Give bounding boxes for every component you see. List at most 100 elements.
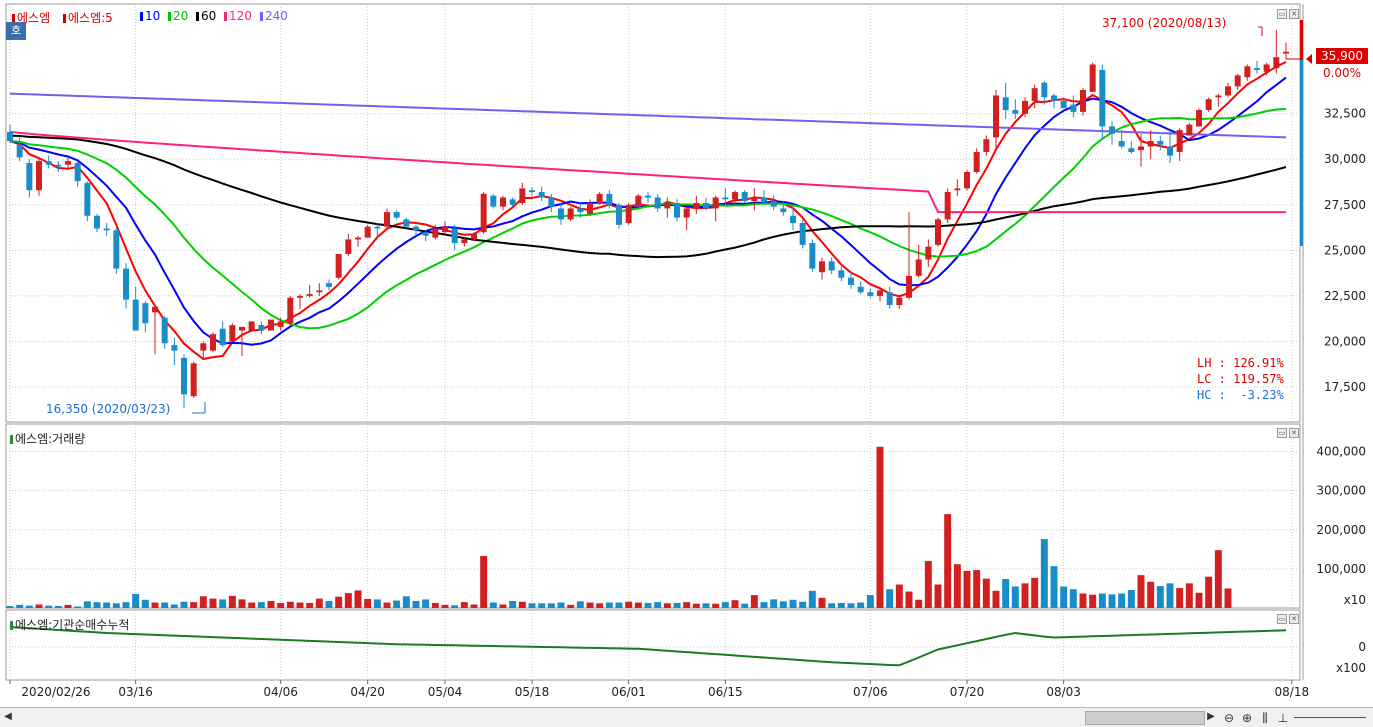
price-panel-close-button[interactable]: ✕ (1289, 9, 1299, 19)
volume-bar (170, 604, 178, 608)
price-tick-label: 22,500 (1324, 289, 1366, 303)
volume-bar (915, 599, 923, 608)
candle-body (480, 193, 487, 233)
candle-body (809, 243, 816, 269)
volume-bar (1011, 586, 1019, 608)
volume-bar (480, 555, 488, 608)
candle-body (625, 204, 632, 224)
candle-body (790, 215, 796, 224)
candle-body (819, 261, 825, 273)
legend-swatch (224, 12, 227, 21)
volume-bar (1060, 586, 1068, 608)
volume-tick-label: 100,000 (1316, 562, 1366, 576)
legend-item[interactable]: 120 (224, 9, 252, 23)
candle-body (1263, 64, 1270, 72)
volume-bar (1108, 594, 1116, 608)
x-tick-label: 04/06 (263, 685, 298, 699)
candle-body (1002, 97, 1009, 111)
candle-body (1273, 57, 1280, 69)
candle-body (442, 226, 448, 233)
legend-label: 에스엠:5 (68, 11, 113, 25)
candle-body (451, 228, 458, 244)
volume-bar (460, 602, 468, 608)
volume-bar (161, 602, 169, 608)
candle-body (906, 275, 912, 298)
candle-body (645, 195, 651, 198)
x-tick-label: 04/20 (350, 685, 385, 699)
volume-bar (789, 599, 797, 608)
volume-bar (596, 603, 604, 608)
volume-bar (1079, 593, 1087, 608)
legend-item[interactable]: 240 (260, 9, 288, 23)
zoom-out-icon[interactable]: ⊖ (1223, 711, 1235, 725)
timeline-slider-icon[interactable]: ⊥ (1277, 711, 1289, 725)
inst-unit-note: x100 (1336, 661, 1366, 675)
legend-item[interactable]: 에스엠:5 (63, 9, 113, 26)
candle-body (1205, 99, 1212, 111)
candle-body (780, 208, 787, 213)
candle-body (606, 193, 613, 205)
stat-lh: LH : 126.91% (1197, 356, 1284, 370)
zoom-in-icon[interactable]: ⊕ (1241, 711, 1253, 725)
volume-bar (779, 601, 787, 608)
volume-bar (750, 595, 758, 608)
panel-frame-1 (5, 423, 1301, 609)
volume-bar (741, 603, 749, 608)
volume-bar (238, 599, 246, 608)
volume-bar (306, 602, 314, 608)
candle-body (596, 193, 603, 203)
price-panel-minimize-button[interactable]: ▭ (1277, 9, 1287, 19)
volume-bar (953, 564, 961, 608)
volume-panel-close-button[interactable]: ✕ (1289, 428, 1299, 438)
volume-bar (1050, 566, 1058, 608)
candle-body (1283, 51, 1289, 54)
volume-bar (654, 602, 662, 608)
volume-bar (132, 593, 140, 608)
horizontal-scrollbar[interactable]: ◀ ▶ ⊖ ⊕ ⫼ ⊥ (0, 707, 1373, 727)
volume-bar (973, 570, 981, 608)
candle-body (1041, 82, 1048, 98)
candle-body (94, 215, 100, 229)
volume-bar (103, 602, 111, 608)
candle-body (538, 192, 545, 198)
ho-tag[interactable]: 호 (6, 22, 26, 40)
legend-label: 10 (145, 9, 161, 23)
candle-body (993, 95, 999, 138)
inst-panel-minimize-button[interactable]: ▭ (1277, 614, 1287, 624)
candle-body (65, 161, 71, 165)
current-price-arrow (1306, 54, 1312, 64)
legend-item[interactable]: 에스엠 (12, 9, 50, 26)
bars-icon[interactable]: ⫼ (1262, 711, 1268, 725)
scroll-right-icon[interactable]: ▶ (1207, 711, 1215, 722)
volume-bar (1089, 594, 1097, 608)
candle-body (1128, 148, 1135, 152)
candle-body (664, 202, 671, 209)
timeline-slider-track[interactable] (1294, 717, 1366, 718)
candle-body (1118, 141, 1125, 147)
scroll-left-icon[interactable]: ◀ (4, 711, 12, 722)
legend-label: 에스엠 (17, 11, 51, 25)
candle-body (200, 343, 207, 351)
volume-bar (799, 601, 807, 608)
inst-panel-close-button[interactable]: ✕ (1289, 614, 1299, 624)
candle-body (857, 286, 864, 293)
legend-item[interactable]: 10 (140, 9, 160, 23)
candle-body (471, 233, 477, 240)
candle-body (219, 328, 226, 346)
volume-bar (1002, 579, 1010, 608)
volume-bar (180, 601, 188, 608)
volume-bar (509, 600, 517, 608)
legend-item[interactable]: 60 (196, 9, 216, 23)
volume-bar (992, 590, 1000, 608)
legend-item[interactable]: 20 (168, 9, 188, 23)
candle-body (1099, 69, 1106, 127)
volume-bar (112, 603, 120, 608)
current-price-badge: 35,900 (1316, 48, 1368, 64)
volume-panel-minimize-button[interactable]: ▭ (1277, 428, 1287, 438)
x-tick-label: 05/04 (428, 685, 463, 699)
scroll-thumb[interactable] (1085, 711, 1205, 725)
candle-body (335, 254, 342, 278)
ma-line-120 (9, 130, 1286, 214)
candle-body (1012, 110, 1019, 114)
volume-bar (16, 604, 24, 608)
